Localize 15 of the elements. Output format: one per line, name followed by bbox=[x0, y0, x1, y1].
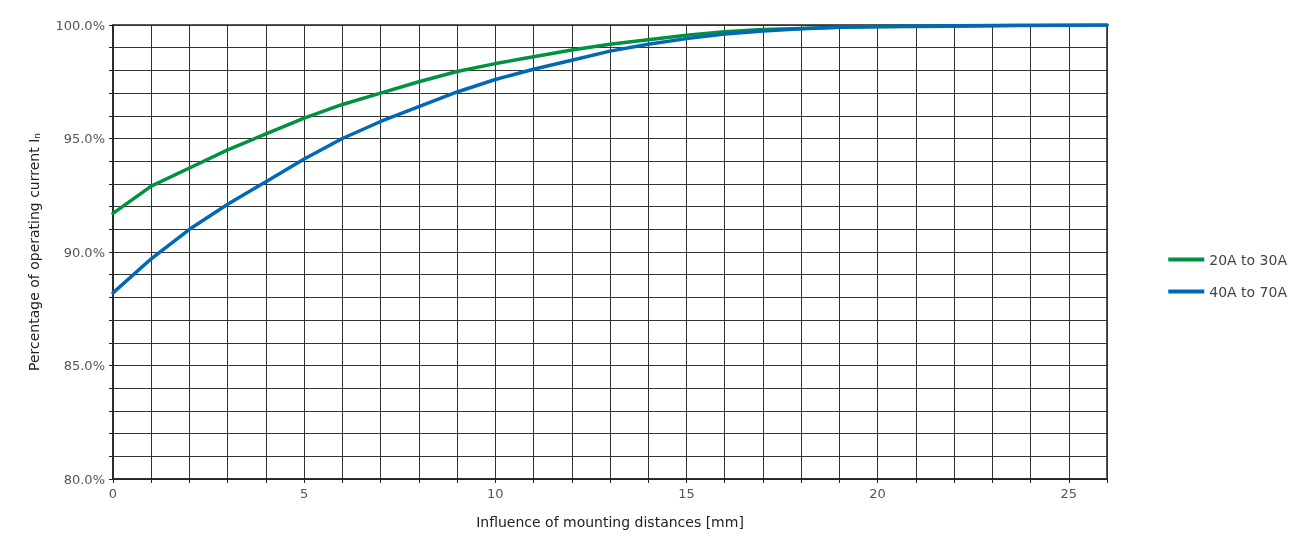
y-tick-label: 95.0% bbox=[63, 131, 105, 146]
legend-label: 40A to 70A bbox=[1209, 283, 1288, 300]
x-tick-label: 15 bbox=[678, 486, 695, 501]
x-tick-label: 5 bbox=[300, 486, 309, 501]
x-axis-title: Influence of mounting distances [mm] bbox=[476, 514, 744, 530]
y-axis-title: Percentage of operating current In bbox=[25, 133, 42, 371]
y-tick-label: 85.0% bbox=[63, 358, 105, 373]
x-tick-label: 10 bbox=[487, 486, 504, 501]
y-tick-label: 100.0% bbox=[55, 17, 105, 33]
y-tick-label: 90.0% bbox=[63, 244, 105, 260]
x-tick-label: 20 bbox=[869, 486, 886, 501]
legend-label: 20A to 30A bbox=[1209, 251, 1288, 268]
x-tick-label: 25 bbox=[1060, 486, 1078, 501]
y-tick-label: 80.0% bbox=[63, 471, 105, 487]
x-tick-label: 0 bbox=[108, 486, 118, 501]
